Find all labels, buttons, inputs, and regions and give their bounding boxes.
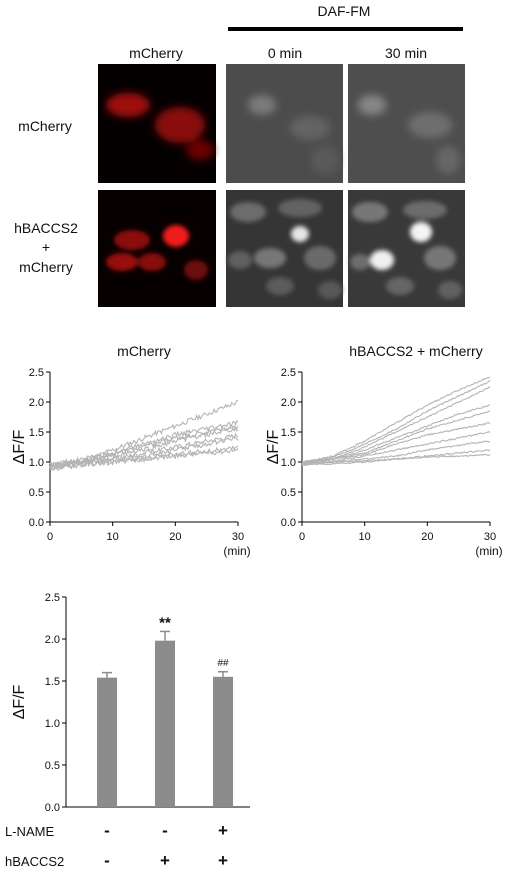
significance-marker: ## — [217, 658, 229, 669]
chart-title: hBACCS2 + mCherry — [349, 343, 482, 359]
row-label-hbaccs2-line2: + — [42, 239, 50, 255]
micrograph-mcherry-row2 — [98, 190, 216, 307]
y-axis-label: ΔF/F — [11, 684, 28, 719]
y-tick-label: 2.0 — [281, 397, 296, 409]
y-tick-label: 2.5 — [29, 367, 44, 379]
micrograph-dafm-30min-row1 — [348, 64, 465, 183]
plot-marks: 0.0 0.5 1.0 1.5 2.0 2.5 0 10 20 30 — [281, 367, 496, 543]
factor-level: - — [104, 851, 110, 870]
x-tick-label: 10 — [107, 531, 119, 543]
col-label-0min: 0 min — [268, 45, 302, 61]
y-tick-label: 2.0 — [29, 397, 44, 409]
y-tick-label: 0.0 — [281, 517, 296, 529]
y-tick-label: 1.0 — [281, 457, 296, 469]
x-tick-label: 20 — [421, 531, 433, 543]
x-axis-unit: (min) — [475, 544, 502, 558]
micrograph-dafm-0min-row1 — [226, 64, 343, 183]
y-tick-label: 1.5 — [45, 676, 60, 688]
factor-level: + — [218, 821, 228, 840]
bar — [213, 676, 233, 807]
series-line — [49, 432, 239, 470]
daf-fm-header: DAF-FM — [318, 3, 371, 19]
factor-level: - — [162, 821, 168, 840]
y-tick-label: 1.5 — [29, 427, 44, 439]
significance-marker: ** — [159, 614, 171, 631]
bar — [155, 640, 175, 807]
y-tick-label: 0.5 — [45, 760, 60, 772]
row-label-hbaccs2-line3: mCherry — [19, 259, 73, 275]
y-tick-label: 2.0 — [45, 634, 60, 646]
col-label-mcherry: mCherry — [129, 45, 183, 61]
y-tick-label: 2.5 — [281, 367, 296, 379]
trace-chart-mcherry: mCherry ΔF/F (min) 0.0 0.5 1.0 1.5 2.0 2.5 0 10… — [11, 343, 251, 558]
y-tick-label: 1.0 — [45, 718, 60, 730]
factor-level: + — [160, 851, 170, 870]
plot-marks: 0.0 0.5 1.0 1.5 2.0 2.5 0 10 20 30 — [29, 367, 244, 543]
series-line — [301, 386, 491, 464]
factor-label-lname: L-NAME — [5, 824, 54, 839]
y-tick-label: 0.0 — [29, 517, 44, 529]
y-tick-label: 1.5 — [281, 427, 296, 439]
y-tick-label: 0.5 — [281, 487, 296, 499]
series-line — [301, 422, 491, 463]
y-tick-label: 0.0 — [45, 802, 60, 814]
image-panel: DAF-FM mCherry 0 min 30 min mCherry hBAC… — [14, 3, 465, 307]
y-axis-label: ΔF/F — [11, 429, 28, 464]
row-label-mcherry: mCherry — [18, 118, 72, 134]
y-axis-label: ΔF/F — [265, 429, 282, 464]
factor-level: - — [104, 821, 110, 840]
series-line — [49, 436, 239, 468]
x-tick-label: 0 — [299, 531, 305, 543]
series-line — [49, 445, 239, 471]
series-line — [301, 404, 491, 465]
col-label-30min: 30 min — [385, 45, 427, 61]
micrograph-mcherry-row1 — [98, 64, 216, 183]
x-tick-label: 20 — [169, 531, 181, 543]
y-tick-label: 1.0 — [29, 457, 44, 469]
bar-chart: ΔF/F L-NAME hBACCS2 0.0 0.5 1.0 1.5 2.0 2.5 **… — [5, 592, 250, 870]
x-axis-unit: (min) — [223, 544, 250, 558]
x-tick-label: 30 — [232, 531, 244, 543]
micrograph-dafm-30min-row2 — [348, 190, 465, 307]
chart-title: mCherry — [117, 343, 171, 359]
x-tick-label: 30 — [484, 531, 496, 543]
plot-marks: 0.0 0.5 1.0 1.5 2.0 2.5 ** ## - - + - + + — [45, 592, 250, 870]
factor-label-hbaccs2: hBACCS2 — [5, 854, 64, 869]
series-line — [301, 430, 491, 464]
factor-level: + — [218, 851, 228, 870]
x-tick-label: 0 — [47, 531, 53, 543]
daf-fm-bracket-bar — [228, 27, 463, 31]
series-line — [301, 379, 491, 465]
bar — [97, 677, 117, 807]
trace-chart-hbaccs2-mcherry: hBACCS2 + mCherry ΔF/F (min) 0.0 0.5 1.0 1.… — [265, 343, 503, 558]
y-tick-label: 2.5 — [45, 592, 60, 604]
series-line — [301, 453, 491, 465]
y-tick-label: 0.5 — [29, 487, 44, 499]
row-label-hbaccs2-line1: hBACCS2 — [14, 220, 78, 236]
x-tick-label: 10 — [359, 531, 371, 543]
micrograph-dafm-0min-row2 — [226, 190, 343, 307]
